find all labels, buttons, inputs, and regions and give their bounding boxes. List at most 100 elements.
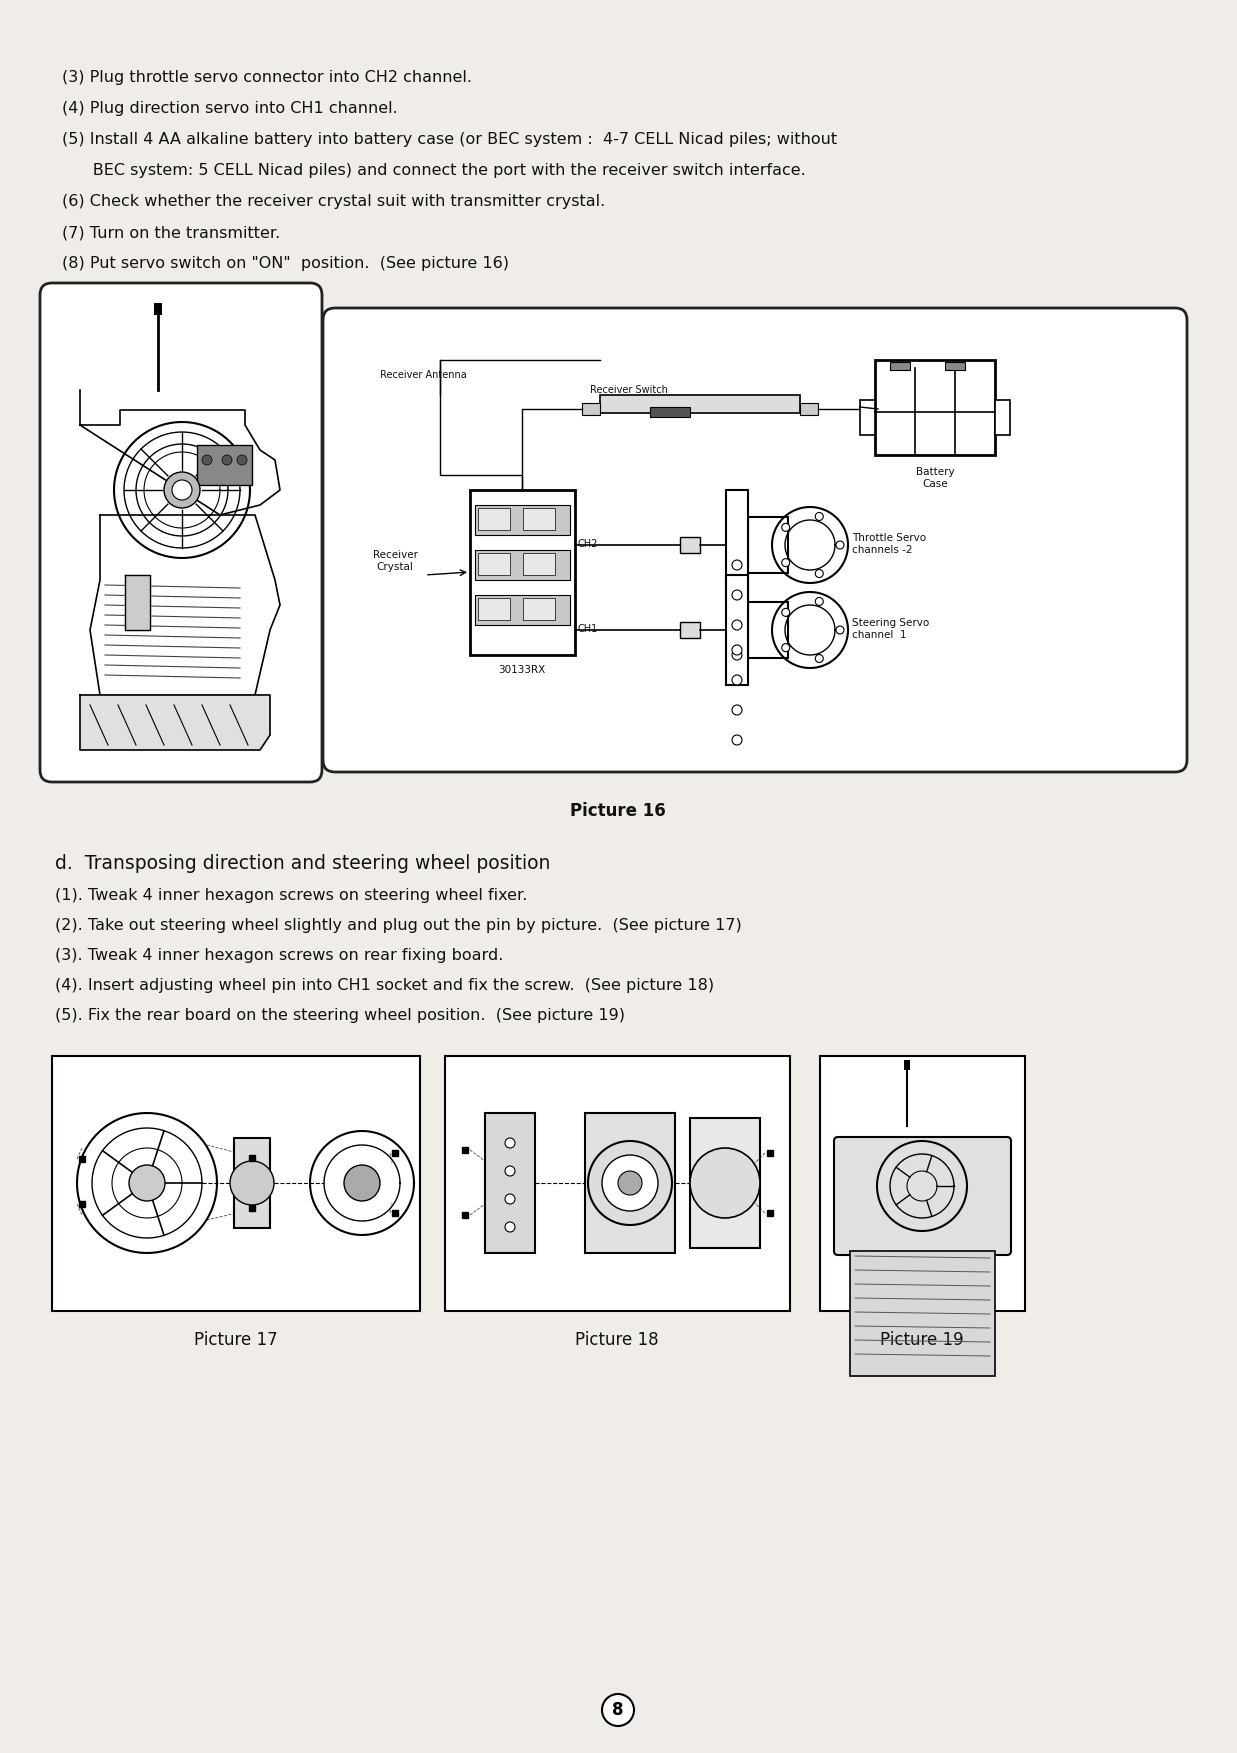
Circle shape: [815, 570, 824, 577]
Bar: [680, 536, 700, 552]
Circle shape: [732, 650, 742, 659]
Circle shape: [505, 1194, 515, 1204]
Text: (5). Fix the rear board on the steering wheel position.  (See picture 19): (5). Fix the rear board on the steering …: [54, 1008, 625, 1024]
Bar: [477, 508, 510, 529]
Circle shape: [172, 480, 192, 500]
Text: Receiver Antenna: Receiver Antenna: [380, 370, 466, 380]
Bar: [470, 491, 575, 656]
Circle shape: [732, 621, 742, 629]
Circle shape: [602, 1155, 658, 1211]
Text: Receiver Switch: Receiver Switch: [590, 386, 668, 394]
Text: Receiver
Crystal: Receiver Crystal: [372, 550, 418, 571]
Text: (4) Plug direction servo into CH1 channel.: (4) Plug direction servo into CH1 channe…: [62, 102, 398, 116]
Circle shape: [505, 1138, 515, 1148]
Circle shape: [202, 456, 212, 465]
Bar: [726, 491, 748, 600]
Text: Steering Servo
channel  1: Steering Servo channel 1: [852, 619, 929, 640]
Text: (6) Check whether the receiver crystal suit with transmitter crystal.: (6) Check whether the receiver crystal s…: [62, 195, 605, 209]
Circle shape: [836, 626, 844, 635]
Circle shape: [815, 654, 824, 663]
Bar: [726, 575, 748, 685]
Circle shape: [732, 705, 742, 715]
FancyBboxPatch shape: [40, 282, 322, 782]
Bar: [52, 1055, 421, 1311]
Circle shape: [732, 645, 742, 656]
Text: (4). Insert adjusting wheel pin into CH1 socket and fix the screw.  (See picture: (4). Insert adjusting wheel pin into CH1…: [54, 978, 714, 992]
Circle shape: [815, 512, 824, 521]
Bar: [581, 403, 600, 415]
Bar: [995, 400, 1009, 435]
Circle shape: [782, 608, 789, 617]
Circle shape: [165, 472, 200, 508]
Circle shape: [602, 1693, 635, 1727]
Bar: [600, 394, 800, 414]
Circle shape: [732, 559, 742, 570]
Bar: [800, 403, 818, 415]
Circle shape: [221, 456, 233, 465]
Text: (8) Put servo switch on "ON"  position.  (See picture 16): (8) Put servo switch on "ON" position. (…: [62, 256, 508, 272]
Bar: [820, 1055, 1025, 1311]
Text: 30133RX: 30133RX: [499, 664, 546, 675]
Bar: [153, 303, 162, 316]
Text: (1). Tweak 4 inner hexagon screws on steering wheel fixer.: (1). Tweak 4 inner hexagon screws on ste…: [54, 889, 527, 903]
Text: CH1: CH1: [578, 624, 599, 635]
Text: Battery
Case: Battery Case: [915, 466, 954, 489]
Bar: [475, 594, 570, 626]
Text: Picture 16: Picture 16: [570, 803, 666, 820]
Circle shape: [129, 1166, 165, 1201]
Circle shape: [344, 1166, 380, 1201]
Text: (3) Plug throttle servo connector into CH2 channel.: (3) Plug throttle servo connector into C…: [62, 70, 473, 84]
Text: CH2: CH2: [578, 538, 599, 549]
Bar: [680, 622, 700, 638]
Bar: [649, 407, 690, 417]
Bar: [485, 1113, 534, 1253]
Text: Picture 19: Picture 19: [881, 1331, 964, 1350]
Bar: [197, 445, 252, 486]
Bar: [585, 1113, 675, 1253]
Circle shape: [782, 524, 789, 531]
Bar: [475, 550, 570, 580]
Circle shape: [230, 1160, 275, 1204]
Bar: [523, 552, 555, 575]
Circle shape: [505, 1166, 515, 1176]
Text: d.  Transposing direction and steering wheel position: d. Transposing direction and steering wh…: [54, 854, 550, 873]
Bar: [945, 363, 965, 370]
Polygon shape: [80, 694, 270, 750]
Polygon shape: [125, 575, 150, 629]
Circle shape: [782, 559, 789, 566]
Circle shape: [732, 735, 742, 745]
Circle shape: [836, 542, 844, 549]
Text: (7) Turn on the transmitter.: (7) Turn on the transmitter.: [62, 224, 281, 240]
Text: (5) Install 4 AA alkaline battery into battery case (or BEC system :  4-7 CELL N: (5) Install 4 AA alkaline battery into b…: [62, 131, 837, 147]
Text: (3). Tweak 4 inner hexagon screws on rear fixing board.: (3). Tweak 4 inner hexagon screws on rea…: [54, 948, 503, 962]
Circle shape: [505, 1222, 515, 1232]
Text: (2). Take out steering wheel slightly and plug out the pin by picture.  (See pic: (2). Take out steering wheel slightly an…: [54, 919, 742, 933]
Text: BEC system: 5 CELL Nicad piles) and connect the port with the receiver switch in: BEC system: 5 CELL Nicad piles) and conn…: [62, 163, 805, 179]
Bar: [477, 598, 510, 621]
Circle shape: [782, 643, 789, 652]
Bar: [523, 508, 555, 529]
Circle shape: [588, 1141, 672, 1225]
Circle shape: [618, 1171, 642, 1196]
Circle shape: [732, 591, 742, 600]
Bar: [445, 1055, 790, 1311]
Circle shape: [238, 456, 247, 465]
Bar: [850, 1252, 995, 1376]
Text: 8: 8: [612, 1700, 623, 1720]
Text: Picture 18: Picture 18: [575, 1331, 659, 1350]
Circle shape: [732, 675, 742, 685]
Bar: [860, 400, 875, 435]
Bar: [748, 601, 788, 657]
Circle shape: [690, 1148, 760, 1218]
Bar: [690, 1118, 760, 1248]
Bar: [889, 363, 910, 370]
Bar: [234, 1138, 270, 1229]
Bar: [477, 552, 510, 575]
Bar: [523, 598, 555, 621]
FancyBboxPatch shape: [834, 1138, 1011, 1255]
Text: Picture 17: Picture 17: [194, 1331, 278, 1350]
Bar: [475, 505, 570, 535]
Bar: [875, 359, 995, 456]
Circle shape: [815, 598, 824, 605]
FancyBboxPatch shape: [323, 309, 1188, 771]
